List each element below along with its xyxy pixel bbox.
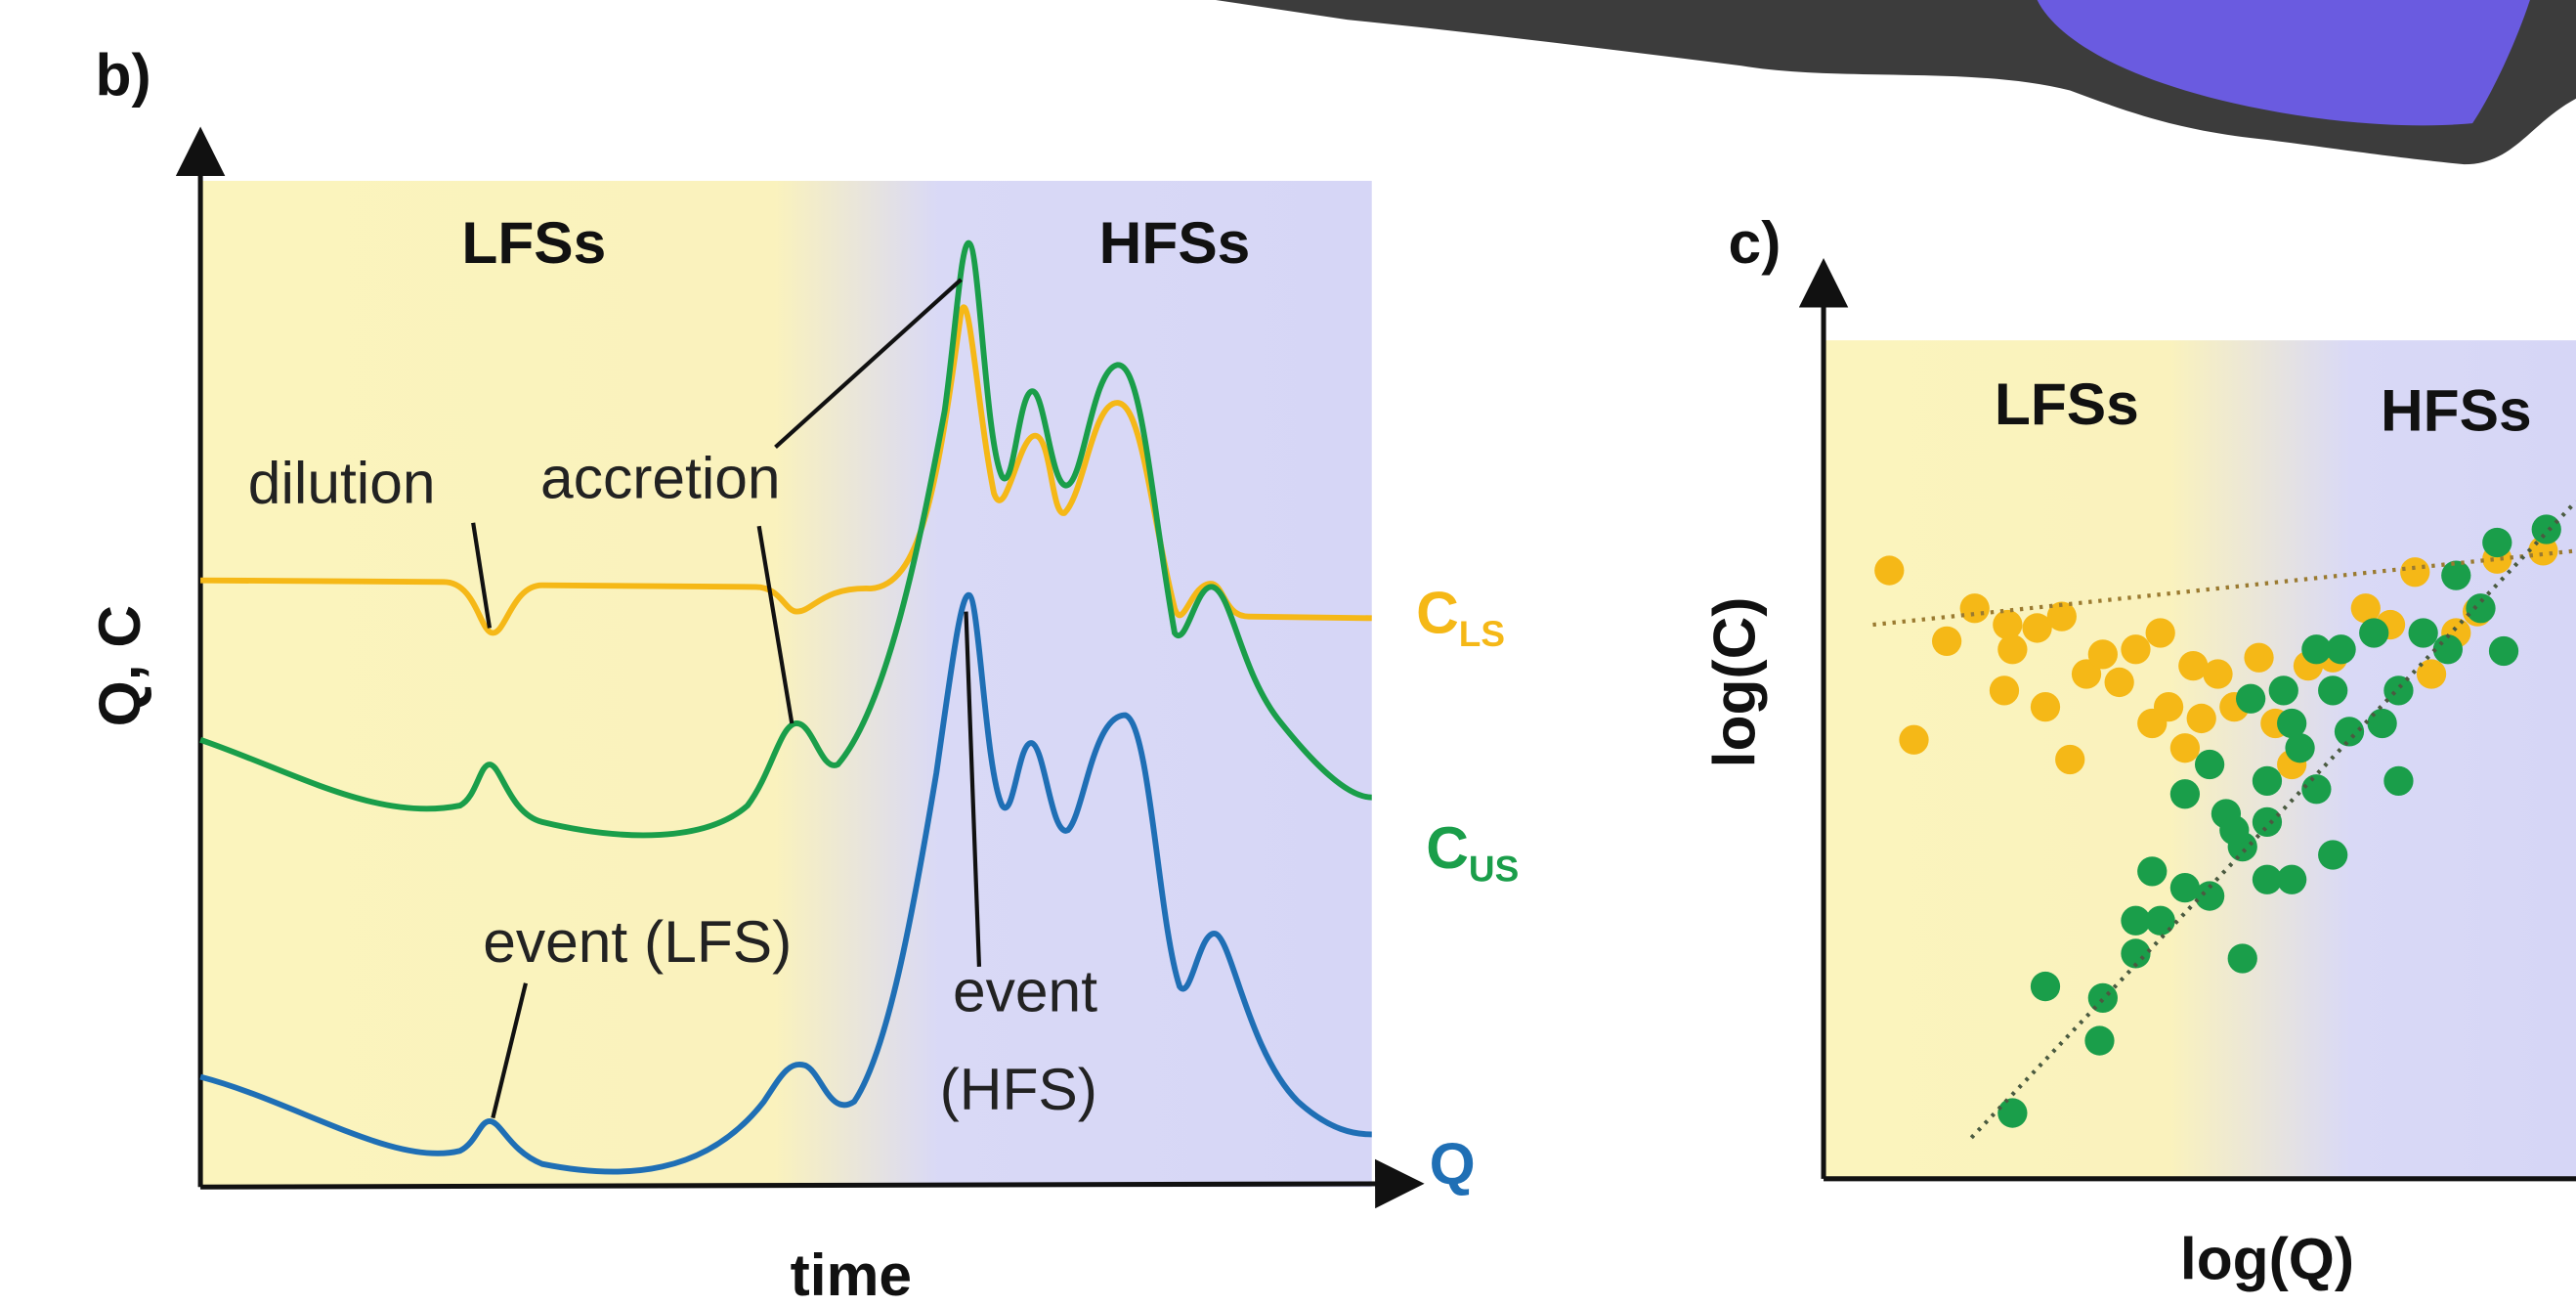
scatter-point — [2219, 815, 2249, 845]
scatter-point — [2178, 651, 2208, 680]
annotation: accretion — [540, 445, 781, 511]
scatter-point — [2088, 639, 2118, 669]
label-sub: LS — [1459, 614, 1505, 654]
region-label: LFSs — [461, 209, 606, 276]
scatter-point — [2031, 692, 2060, 721]
scatter-point — [2383, 766, 2413, 796]
scatter-point — [2359, 618, 2388, 647]
scatter-point — [2195, 750, 2224, 779]
series-label: CLS — [1416, 579, 1505, 653]
scatter-point — [2031, 972, 2060, 1001]
scatter-point — [2253, 807, 2282, 837]
x-axis-label: log(Q) — [2180, 1225, 2354, 1291]
scatter-point — [2228, 943, 2257, 973]
label-main: C — [1416, 579, 1459, 645]
scatter-point — [1874, 555, 1904, 585]
scatter-point — [2400, 557, 2429, 587]
scatter-point — [2187, 704, 2216, 733]
scatter-point — [2441, 560, 2470, 589]
scatter-point — [2409, 618, 2438, 647]
scatter-point — [1993, 610, 2022, 639]
x-axis-label: time — [791, 1242, 912, 1307]
scatter-point — [1997, 634, 2027, 664]
scatter-point — [2121, 906, 2150, 936]
label-main: C — [1426, 814, 1469, 881]
scatter-point — [2170, 779, 2200, 808]
y-axis-label: log(C) — [1700, 597, 1767, 768]
scatter-point — [2318, 675, 2347, 705]
scatter-point — [2170, 733, 2200, 762]
scatter-point — [2137, 856, 2167, 886]
scatter-point — [2269, 675, 2298, 705]
panel-label: c) — [1729, 209, 1782, 276]
series-label: Q — [1430, 1130, 1476, 1197]
scatter-point — [2055, 745, 2084, 774]
scatter-point — [2301, 634, 2331, 664]
annotation: (HFS) — [940, 1056, 1097, 1122]
scatter-point — [2285, 733, 2314, 762]
region-label: LFSs — [1995, 370, 2139, 437]
scatter-point — [2301, 774, 2331, 804]
scatter-point — [2105, 668, 2134, 697]
scatter-point — [1960, 593, 1990, 623]
annotation: dilution — [248, 450, 436, 516]
scatter-point — [2253, 766, 2282, 796]
region-label: HFSs — [2381, 377, 2532, 444]
panel-label: b) — [96, 42, 151, 109]
label-sub: US — [1469, 849, 1519, 889]
scatter-point — [2335, 717, 2364, 746]
scatter-point — [2121, 634, 2150, 664]
scatter-point — [2088, 983, 2118, 1013]
scatter-point — [1997, 1098, 2027, 1127]
scatter-point — [2146, 618, 2175, 647]
scatter-point — [2482, 528, 2512, 557]
scatter-point — [2489, 636, 2518, 666]
scatter-point — [2277, 865, 2306, 894]
scatter-point — [2318, 840, 2347, 869]
scatter-point — [2084, 1025, 2114, 1055]
x-axis — [200, 1184, 1399, 1187]
annotation: event (LFS) — [483, 908, 792, 975]
figure: b) LFSs HFSs Q, C time dilution accretio… — [0, 0, 2576, 1307]
scatter-point — [2433, 634, 2463, 664]
scatter-point — [2367, 709, 2396, 738]
scatter-point — [2466, 593, 2495, 623]
scatter-point — [2236, 684, 2265, 714]
scatter-point — [2154, 692, 2183, 721]
region-label: HFSs — [1099, 209, 1251, 276]
scatter-point — [1932, 627, 1961, 656]
annotation: event — [953, 957, 1097, 1024]
scatter-point — [1899, 725, 1928, 755]
y-axis-label: Q, C — [86, 605, 152, 726]
scatter-point — [1990, 675, 2019, 705]
series-label: CUS — [1426, 814, 1519, 889]
scatter-point — [2532, 514, 2561, 544]
scatter-point — [2244, 643, 2273, 673]
